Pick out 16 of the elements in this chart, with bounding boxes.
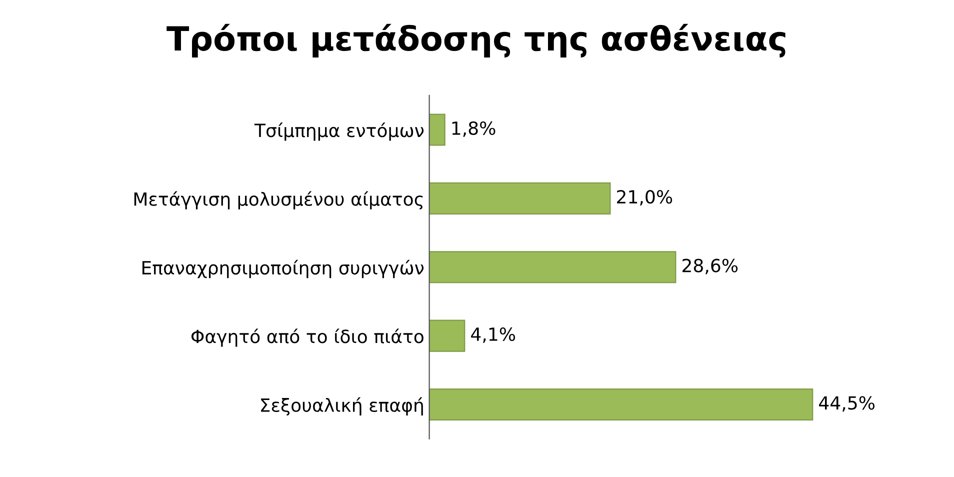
bar bbox=[429, 182, 611, 214]
bar bbox=[429, 114, 446, 146]
y-tick-label: Μετάγγιση μολυσμένου αίματος bbox=[134, 191, 423, 210]
data-label: 28,6% bbox=[682, 258, 738, 274]
data-label: 44,5% bbox=[819, 396, 875, 412]
data-label: 4,1% bbox=[471, 327, 516, 343]
y-tick-label: Φαγητό από το ίδιο πιάτο bbox=[191, 328, 424, 347]
bar bbox=[429, 251, 676, 284]
chart-title: Τρόποι μετάδοσης της ασθένειας bbox=[166, 24, 786, 58]
y-tick-label: Επαναχρησιμοποίηση συριγγών bbox=[142, 260, 424, 278]
bar bbox=[429, 388, 814, 421]
y-tick-label: Τσίμπημα εντόμων bbox=[254, 122, 424, 141]
data-label: 21,0% bbox=[617, 190, 672, 206]
data-label: 1,8% bbox=[452, 121, 496, 137]
y-tick-label: Σεξουαλική επαφή bbox=[261, 397, 423, 416]
bar bbox=[429, 320, 466, 352]
